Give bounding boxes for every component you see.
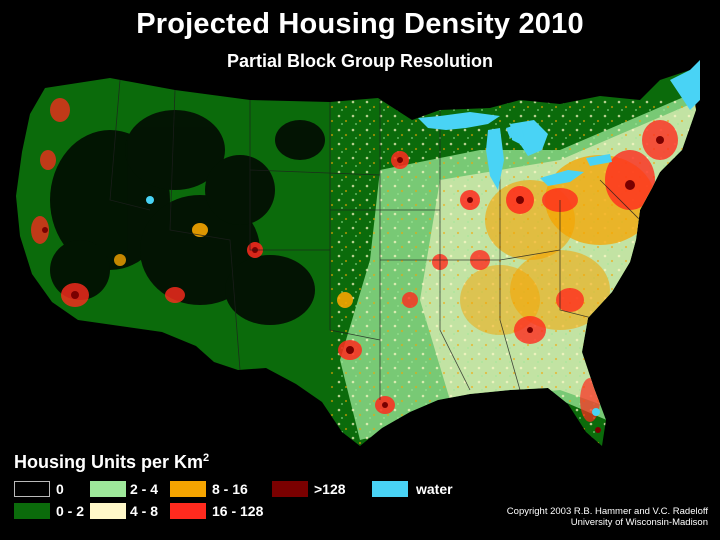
legend-label-0-2: 0 - 2 — [56, 503, 85, 519]
legend-swatch-0-2 — [14, 503, 50, 519]
legend-swatch-water — [372, 481, 408, 497]
legend-title: Housing Units per Km2 — [14, 452, 209, 473]
legend-label-0: 0 — [56, 481, 64, 497]
map-title: Projected Housing Density 2010 — [136, 8, 584, 40]
legend-label-16-128: 16 - 128 — [212, 503, 264, 519]
legend-label-8-16: 8 - 16 — [212, 481, 248, 497]
lake-okeechobee — [592, 408, 600, 416]
atlantic-water — [670, 60, 700, 110]
copyright-line: Copyright 2003 R.B. Hammer and V.C. Rade… — [506, 506, 708, 517]
legend-swatch-0 — [14, 481, 50, 497]
legend-label-128: >128 — [314, 481, 346, 497]
legend-title-text: Housing Units per Km — [14, 452, 204, 472]
legend-label-water: water — [416, 481, 453, 497]
legend-swatch-16-128 — [170, 503, 206, 519]
legend-swatch-2-4 — [90, 481, 126, 497]
legend-label-4-8: 4 - 8 — [130, 503, 159, 519]
institution-line: University of Wisconsin-Madison — [570, 517, 708, 528]
great-lakes — [418, 112, 612, 190]
legend-title-superscript: 2 — [203, 452, 210, 464]
map-subtitle: Partial Block Group Resolution — [226, 51, 494, 71]
legend-swatch-8-16 — [170, 481, 206, 497]
legend-label-2-4: 2 - 4 — [130, 481, 159, 497]
metro-cores — [42, 136, 664, 433]
state-borders — [109, 79, 651, 400]
great-salt-lake — [146, 196, 154, 204]
legend-swatch-128 — [272, 481, 308, 497]
legend-swatch-4-8 — [90, 503, 126, 519]
